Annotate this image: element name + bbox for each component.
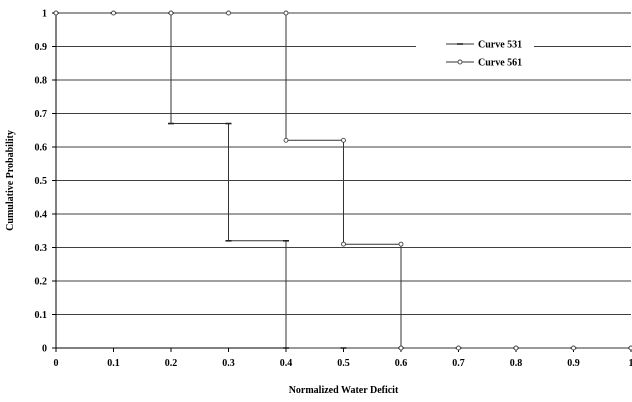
y-tick-label: 0.2 <box>35 277 48 288</box>
y-tick-labels: 0 0.1 0.2 0.3 0.4 0.5 0.6 0.7 0.8 0.9 1 <box>35 9 48 355</box>
x-tick-label: 0.3 <box>222 358 235 369</box>
x-axis-title: Normalized Water Deficit <box>289 385 399 396</box>
y-tick-label: 0.9 <box>35 42 48 53</box>
series-2-point <box>341 137 346 143</box>
x-tick-label: 1 <box>629 358 632 369</box>
x-tick-label: 0 <box>54 358 59 369</box>
x-tick-label: 0.2 <box>165 358 178 369</box>
series-2-point <box>168 10 174 16</box>
x-tick-label: 0.8 <box>510 358 523 369</box>
x-tick-label: 0.4 <box>280 358 293 369</box>
y-tick-label: 0.5 <box>35 176 48 187</box>
x-tick-label: 0.5 <box>337 358 350 369</box>
y-tick-label: 0.1 <box>35 310 48 321</box>
y-tick-label: 1 <box>42 9 47 20</box>
series-2-point <box>53 10 59 16</box>
y-tick-label: 0.3 <box>35 243 48 254</box>
y-axis-title: Cumulative Probability <box>5 130 16 231</box>
axes <box>52 12 632 352</box>
series-line-2 <box>56 12 631 349</box>
x-tick-labels: 0 0.1 0.2 0.3 0.4 0.5 0.6 0.7 0.8 0.9 1 <box>54 358 632 369</box>
y-tick-label: 0.4 <box>35 210 48 221</box>
legend: Curve 531 Curve 561 <box>416 33 534 73</box>
x-tick-label: 0.9 <box>567 358 580 369</box>
y-tick-label: 0 <box>42 344 47 355</box>
series-2-point <box>283 137 289 143</box>
y-tick-label: 0.6 <box>35 143 48 154</box>
series-2-point <box>283 10 289 16</box>
series-2-point <box>628 345 632 351</box>
x-tick-label: 0.1 <box>107 358 120 369</box>
legend-label-2: Curve 561 <box>478 58 522 69</box>
series-2-point <box>513 345 519 351</box>
y-tick-label: 0.8 <box>35 76 48 87</box>
series-group <box>53 10 632 351</box>
legend-background <box>416 33 534 73</box>
y-tick-label: 0.7 <box>35 109 48 120</box>
x-tick-label: 0.7 <box>452 358 465 369</box>
series-2-point <box>456 345 461 351</box>
series-2-point <box>398 241 404 247</box>
series-2-point <box>226 10 231 16</box>
series-2-point <box>571 345 576 351</box>
series-2-point <box>398 345 404 351</box>
legend-marker-2 <box>457 59 463 65</box>
series-2-point <box>341 241 346 247</box>
legend-label-1: Curve 531 <box>478 40 522 51</box>
x-tick-label: 0.6 <box>395 358 408 369</box>
series-2-point <box>111 10 116 16</box>
